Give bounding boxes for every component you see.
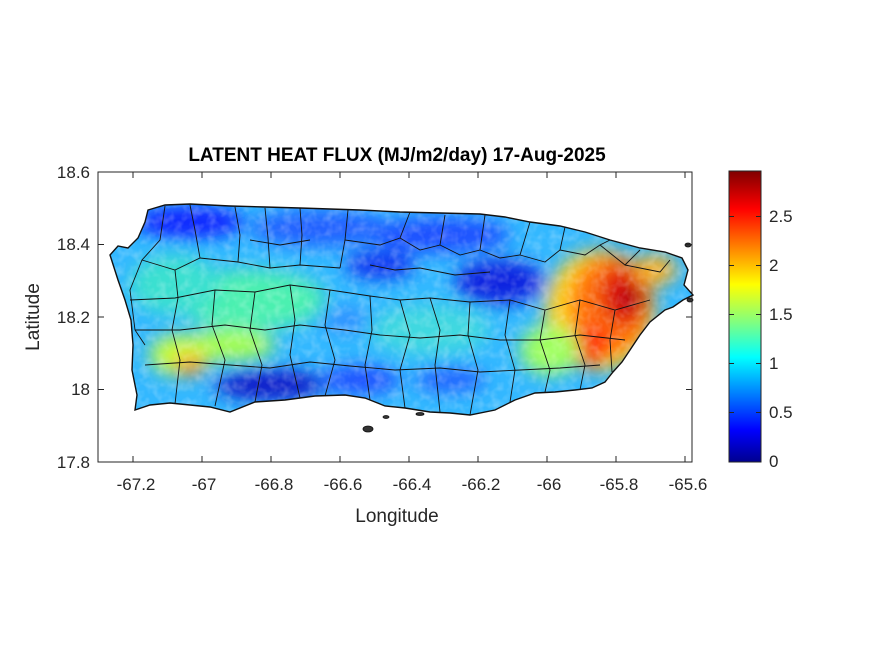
- x-tick-label: -67.2: [117, 475, 156, 494]
- map-title: LATENT HEAT FLUX (MJ/m2/day) 17-Aug-2025: [188, 145, 606, 166]
- colorbar-tick-label: 2.5: [769, 207, 793, 226]
- x-tick-label: -65.8: [600, 475, 639, 494]
- x-tick-label: -66.4: [393, 475, 432, 494]
- x-tick-label: -66: [537, 475, 562, 494]
- y-tick-label: 18.6: [57, 163, 90, 182]
- colorbar: [728, 170, 762, 463]
- y-tick-label: 18.4: [57, 235, 90, 254]
- offshore-islets: [362, 242, 694, 433]
- colorbar-tick-label: 0: [769, 452, 778, 471]
- x-tick-label: -66.8: [255, 475, 294, 494]
- colorbar-tick-label: 1: [769, 354, 778, 373]
- x-tick-label: -66.2: [462, 475, 501, 494]
- colorbar-tick-label: 0.5: [769, 403, 793, 422]
- y-axis: [98, 171, 692, 463]
- x-axis-label: Longitude: [355, 506, 438, 527]
- y-tick-label: 17.8: [57, 453, 90, 472]
- y-tick-label: 18: [71, 380, 90, 399]
- municipality-boundaries: [129, 204, 671, 416]
- colorbar-tick-label: 1.5: [769, 305, 793, 324]
- y-axis-label: Latitude: [23, 283, 44, 351]
- colorbar-ticks: [729, 216, 761, 413]
- y-tick-label: 18.2: [57, 308, 90, 327]
- x-tick-label: -66.6: [324, 475, 363, 494]
- x-tick-label: -65.6: [669, 475, 708, 494]
- x-tick-label: -67: [192, 475, 217, 494]
- colorbar-tick-label: 2: [769, 256, 778, 275]
- x-axis: [132, 172, 686, 462]
